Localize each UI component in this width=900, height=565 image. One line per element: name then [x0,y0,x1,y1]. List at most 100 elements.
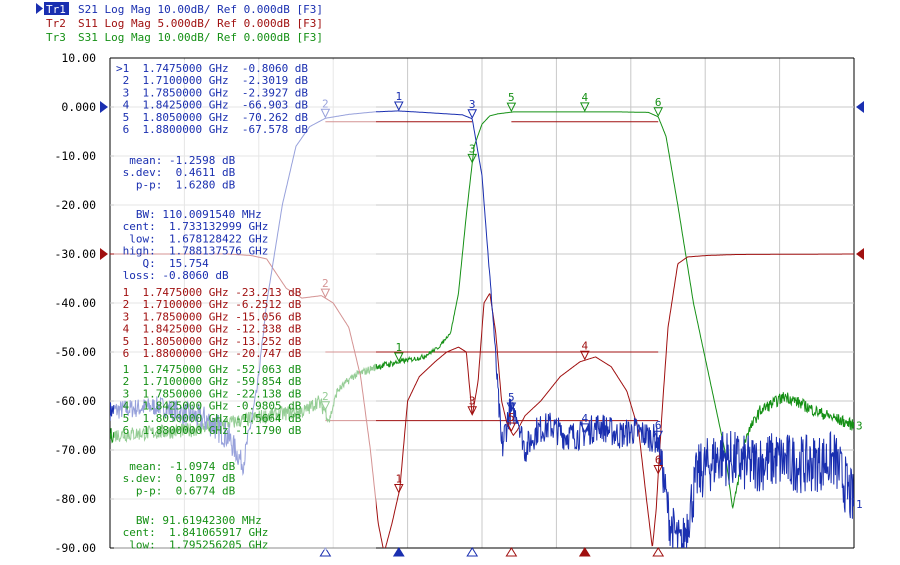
marker-triangle-icon [579,350,590,361]
ref-marker-s11-left-icon [100,248,108,260]
bottom-marker-icon [466,547,479,557]
y-tick-label: -60.00 [54,394,96,408]
readout-line: 2 1.7100000 GHz -6.2512 dB [116,298,302,311]
marker-triangle-icon [467,109,478,119]
readout-line: 5 1.8050000 GHz -70.262 dB [116,111,308,124]
readout-line: 5 1.8050000 GHz -1.5664 dB [116,412,302,425]
marker-label: 1 [395,341,402,354]
marker-triangle-icon [653,430,664,441]
marker-readout-panel: >1 1.7475000 GHz -0.8060 dB 2 1.7100000 … [114,60,376,551]
marker-triangle-icon [467,153,478,164]
readout-line: BW: 91.61942300 MHz [116,514,262,527]
readout-line: 1 1.7475000 GHz -23.213 dB [116,286,302,299]
y-tick-label: -40.00 [54,296,96,310]
reference-level-markers [100,101,864,260]
y-tick-label: -10.00 [54,149,96,163]
readout-line: loss: -0.8060 dB [116,269,229,282]
y-axis-tick-labels: 10.00 0.000 -10.00 -20.00 -30.00 -40.00 -50.00… [54,51,96,555]
readout-line: s.dev: 0.4611 dB [116,166,236,179]
marker-label: 6 [655,96,662,109]
y-tick-label: -70.00 [54,443,96,457]
ref-marker-s11-right-icon [856,248,864,260]
readout-line: high: 1.788137576 GHz [116,245,268,258]
marker-label: 5 [508,391,515,404]
readout-line: 6 1.8800000 GHz -1.1790 dB [116,424,302,437]
marker-label: 4 [581,412,588,425]
readout-line: low: 1.678128422 GHz [116,232,268,245]
active-trace-arrow-icon [36,3,43,14]
marker-triangle-icon [393,352,404,363]
y-tick-label: -90.00 [54,541,96,555]
marker-triangle-icon [506,402,517,413]
marker-label: 5 [508,91,515,104]
marker-triangle-icon [579,102,590,113]
marker-label: 6 [655,454,662,467]
marker-triangle-icon [506,422,517,433]
marker-triangle-icon [653,465,664,475]
bottom-marker-indicators [319,547,665,557]
readout-line: mean: -1.2598 dB [116,154,236,167]
trace-badge-1[interactable]: Tr1 [46,3,66,16]
readout-line: 4 1.8425000 GHz -0.9805 dB [116,400,302,413]
y-tick-label: -20.00 [54,198,96,212]
readout-line: 6 1.8800000 GHz -67.578 dB [116,123,308,136]
active-trace-badge[interactable] [44,2,69,15]
marker-triangle-icon [393,101,404,112]
end-label-s31: 3 [856,420,863,433]
marker-label: 5 [508,411,515,424]
readout-line: 4 1.8425000 GHz -66.903 dB [116,99,308,112]
marker-label: 1 [395,90,402,103]
trace-badge-3[interactable]: Tr3 [46,31,66,44]
bottom-marker-icon [652,547,665,557]
readout-line: p-p: 0.6774 dB [116,484,236,497]
ref-marker-s21-left-icon [100,101,108,113]
readout-line: 4 1.8425000 GHz -12.338 dB [116,323,302,336]
y-tick-label: -80.00 [54,492,96,506]
bottom-marker-icon [578,547,591,557]
marker-label: 4 [581,339,588,352]
readout-line: low: 1.795256205 GHz [116,538,268,551]
trace-spec-2: S11 Log Mag 5.000dB/ Ref 0.000dB [F3] [78,17,323,30]
trace-badge-2[interactable]: Tr2 [46,17,66,30]
readout-line: BW: 110.0091540 MHz [116,208,262,221]
readout-line: 2 1.7100000 GHz -59.854 dB [116,375,302,388]
marker-triangle-icon [579,423,590,433]
y-tick-label: -50.00 [54,345,96,359]
readout-line: 1 1.7475000 GHz -52.063 dB [116,363,302,376]
readout-line: 2 1.7100000 GHz -2.3019 dB [116,74,308,87]
bottom-marker-icon [319,547,332,557]
bottom-marker-icon [505,547,518,557]
readout-line: 3 1.7850000 GHz -15.056 dB [116,310,302,323]
trace-spec-1: S21 Log Mag 10.00dB/ Ref 0.000dB [F3] [78,3,323,16]
y-tick-label: 0.000 [61,100,96,114]
marker-label: 1 [395,472,402,485]
readout-line: 3 1.7850000 GHz -22.138 dB [116,387,302,400]
readout-line: Q: 15.754 [116,257,209,270]
y-tick-label: -30.00 [54,247,96,261]
readout-line: mean: -1.0974 dB [116,460,236,473]
end-label-s21: 1 [856,498,863,511]
readout-line: 5 1.8050000 GHz -13.252 dB [116,335,302,348]
y-tick-label: 10.00 [61,51,96,65]
readout-line: s.dev: 0.1097 dB [116,472,236,485]
trace-spec-3: S31 Log Mag 10.00dB/ Ref 0.000dB [F3] [78,31,323,44]
marker-label: 4 [581,91,588,104]
trace-legend: Tr1 S21 Log Mag 10.00dB/ Ref 0.000dB [F3… [36,2,323,44]
marker-label: 3 [469,142,476,155]
marker-triangle-icon [506,102,517,113]
marker-label: 3 [469,395,476,408]
readout-line: >1 1.7475000 GHz -0.8060 dB [116,62,308,75]
readout-line: p-p: 1.6280 dB [116,178,236,191]
bottom-marker-icon [392,547,405,557]
readout-line: cent: 1.841065917 GHz [116,526,268,539]
marker-triangle-icon [393,483,404,494]
marker-triangle-icon [653,107,664,117]
ref-marker-s21-right-icon [856,101,864,113]
marker-label: 6 [655,419,662,432]
readout-line: 6 1.8800000 GHz -20.747 dB [116,347,302,360]
marker-triangle-icon [467,406,478,416]
readout-line: 3 1.7850000 GHz -2.3927 dB [116,86,308,99]
marker-label: 3 [469,98,476,111]
readout-line: cent: 1.733132999 GHz [116,220,268,233]
